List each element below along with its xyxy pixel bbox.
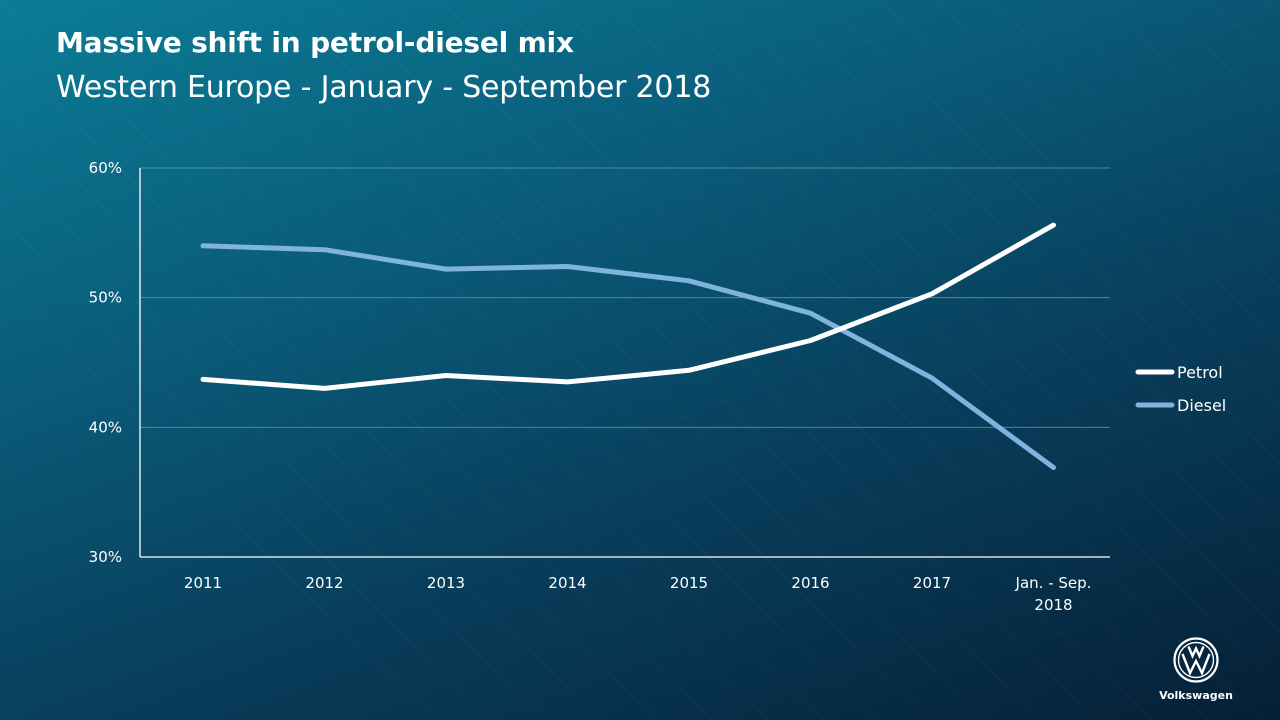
- data-point-petrol: [201, 377, 205, 382]
- legend-label-diesel: Diesel: [1177, 396, 1226, 415]
- data-point-petrol: [444, 373, 448, 378]
- data-point-diesel: [930, 376, 934, 381]
- chart-legend: Petrol Diesel: [1135, 363, 1226, 415]
- y-tick-label: 60%: [89, 159, 122, 177]
- x-tick-label: 2014: [548, 574, 586, 592]
- series-line-petrol: [200, 222, 1056, 391]
- page-title: Massive shift in petrol-diesel mix: [56, 26, 574, 59]
- y-tick-label: 30%: [89, 548, 122, 566]
- data-point-petrol: [565, 379, 570, 384]
- y-axis-ticks: 30% 40% 50% 60%: [89, 159, 122, 566]
- page-subtitle: Western Europe - January - September 201…: [56, 70, 712, 105]
- x-tick-label: 2016: [791, 574, 829, 592]
- x-tick-label: 2012: [305, 574, 343, 592]
- data-point-diesel: [201, 243, 205, 248]
- data-point-diesel: [808, 311, 813, 316]
- x-tick-label: 2017: [913, 574, 951, 592]
- data-point-petrol: [1051, 223, 1056, 228]
- data-point-diesel: [1051, 465, 1056, 470]
- grid-lines: [140, 167, 1110, 428]
- data-point-petrol: [930, 291, 934, 296]
- y-tick-label: 40%: [89, 418, 122, 436]
- x-tick-label: 2011: [184, 574, 222, 592]
- brand-name: Volkswagen: [1159, 689, 1233, 702]
- data-point-diesel: [565, 264, 570, 269]
- data-point-diesel: [687, 278, 691, 283]
- data-point-diesel: [322, 247, 327, 252]
- chart-axes: [139, 168, 1110, 558]
- data-point-petrol: [322, 386, 327, 391]
- x-tick-label: Jan. - Sep. 2018: [1015, 574, 1092, 614]
- brand-logo: Volkswagen: [1158, 637, 1234, 702]
- data-point-diesel: [444, 267, 448, 272]
- x-tick-label: 2015: [670, 574, 708, 592]
- x-axis-ticks: 2011 2012 2013 2014 2015 2016 2017 Jan. - Sep. 2…: [184, 574, 1092, 614]
- data-point-petrol: [808, 338, 813, 343]
- x-tick-label: 2013: [427, 574, 465, 592]
- y-tick-label: 50%: [89, 289, 122, 307]
- series-lines: [200, 222, 1056, 470]
- data-point-petrol: [687, 368, 691, 373]
- legend-label-petrol: Petrol: [1177, 363, 1223, 382]
- vw-logo-icon: [1173, 637, 1219, 683]
- series-line-diesel: [200, 243, 1056, 470]
